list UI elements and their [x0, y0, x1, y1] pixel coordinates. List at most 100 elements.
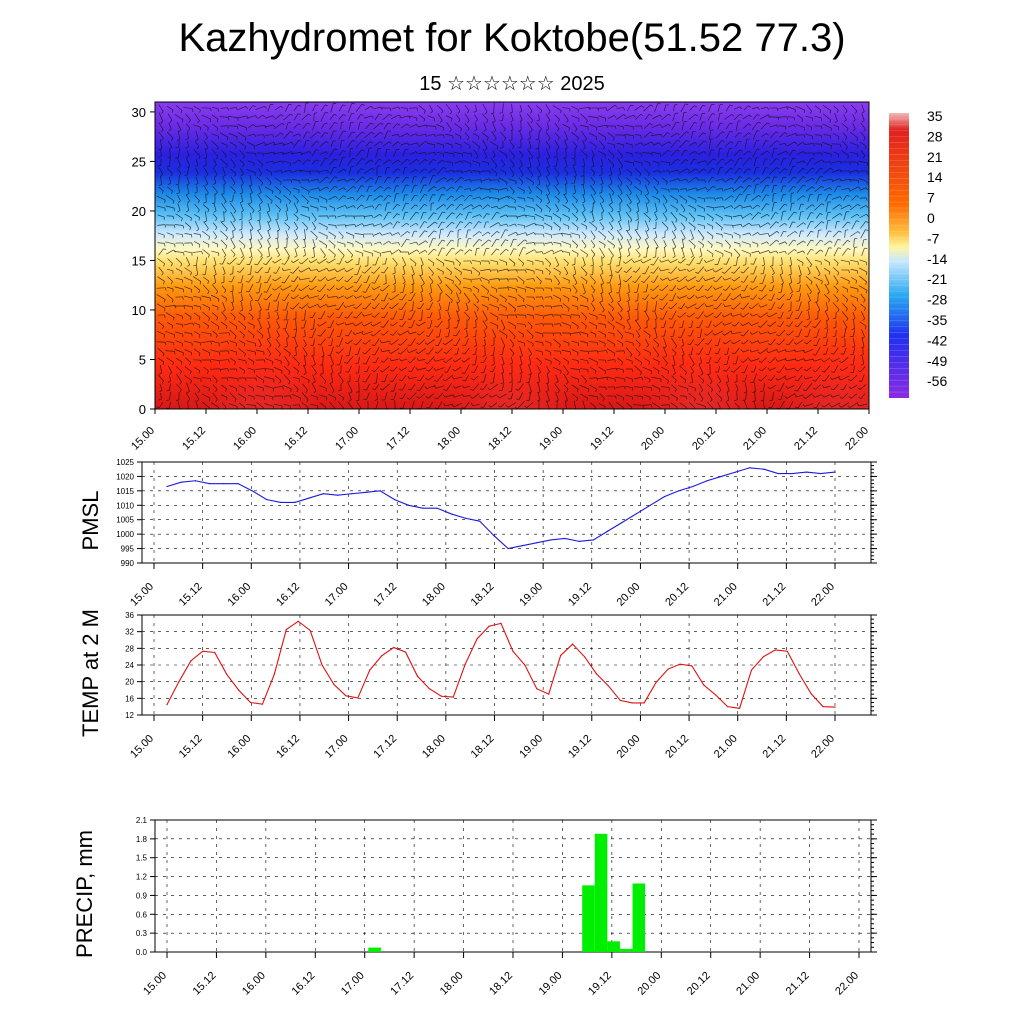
wind-barb-flag: [575, 210, 579, 214]
wind-barb-flag: [742, 264, 746, 266]
wind-barb-flag: [287, 227, 290, 231]
wind-barb: [561, 349, 571, 353]
wind-barb: [642, 258, 652, 264]
wind-barb: [293, 113, 299, 121]
wind-barb: [777, 116, 787, 118]
wind-barb-flag: [407, 360, 411, 363]
wind-barb-flag: [443, 351, 447, 354]
wind-barb: [529, 131, 531, 139]
wind-barb-flag: [343, 130, 347, 133]
wind-barb-flag: [424, 152, 427, 156]
wind-barb: [178, 175, 180, 185]
wind-barb: [796, 258, 804, 264]
wind-barb: [292, 266, 300, 274]
wind-barb: [266, 211, 272, 221]
wind-barb: [538, 139, 540, 149]
wind-barb-flag: [657, 182, 660, 186]
wind-barb: [293, 294, 299, 300]
wind-barb: [834, 221, 838, 229]
wind-barb-flag: [272, 115, 275, 119]
wind-barb-flag: [281, 267, 284, 271]
wind-barb-flag: [612, 192, 615, 196]
wind-barb: [835, 338, 837, 346]
wind-barb: [427, 151, 435, 155]
wind-barb-flag: [354, 224, 357, 228]
wind-barb: [714, 249, 724, 255]
wind-barb-flag: [828, 230, 832, 232]
wind-barb: [823, 240, 831, 246]
wind-barb-flag: [609, 183, 613, 186]
wind-barb-flag: [244, 326, 247, 330]
wind-barb-flag: [281, 160, 284, 164]
wind-barb: [526, 232, 534, 236]
wind-barb: [428, 212, 434, 220]
wind-barb-flag: [263, 263, 267, 266]
wind-barb-flag: [397, 232, 401, 236]
wind-barb: [366, 365, 370, 373]
wind-barb: [309, 205, 319, 209]
wind-barb-flag: [793, 349, 796, 353]
wind-barb: [436, 124, 444, 128]
wind-barb: [682, 320, 684, 328]
wind-barb-flag: [509, 372, 513, 375]
wind-barb-flag: [811, 157, 815, 160]
wind-barb: [481, 295, 489, 299]
wind-barb: [365, 347, 371, 355]
wind-barb: [304, 310, 306, 320]
wind-barb: [842, 294, 848, 300]
wind-barb: [160, 149, 162, 157]
wind-barb-flag: [185, 138, 189, 141]
wind-barb: [246, 349, 256, 353]
wind-barb: [291, 151, 301, 155]
wind-barb-flag: [500, 382, 504, 385]
wind-barb: [409, 376, 417, 380]
wind-barb: [525, 242, 535, 244]
wind-barb-flag: [177, 165, 181, 168]
wind-barb-flag: [482, 355, 486, 357]
wind-barb: [384, 373, 388, 383]
wind-barb: [862, 355, 864, 365]
wind-barb: [508, 149, 516, 157]
wind-barb: [346, 205, 354, 209]
wind-barb-flag: [232, 246, 236, 250]
wind-barb-flag: [516, 215, 518, 219]
wind-barb: [824, 283, 830, 293]
wind-barb: [205, 193, 207, 203]
wind-barb: [186, 149, 190, 157]
wind-barb-flag: [361, 223, 365, 227]
wind-barb-flag: [776, 140, 780, 143]
wind-barb: [759, 250, 769, 254]
wind-barb: [607, 142, 615, 146]
wind-barb-flag: [460, 221, 464, 223]
wind-barb: [355, 176, 363, 184]
wind-barb: [237, 115, 247, 119]
wind-barb-flag: [638, 254, 641, 258]
wind-barb: [634, 229, 642, 239]
wind-barb: [475, 104, 477, 112]
wind-barb-flag: [486, 120, 489, 124]
wind-barb-flag: [784, 222, 788, 226]
wind-barb: [219, 359, 229, 361]
wind-barb: [798, 293, 802, 301]
wind-barb: [615, 321, 625, 327]
wind-barb-flag: [695, 176, 699, 180]
wind-barb-flag: [621, 361, 624, 365]
wind-barb-flag: [470, 170, 473, 174]
wind-barb: [715, 213, 723, 219]
wind-barb: [780, 266, 784, 274]
wind-barb-flag: [514, 308, 517, 312]
wind-barb-flag: [784, 358, 787, 362]
wind-barb-flag: [793, 239, 797, 242]
wind-barb: [320, 112, 326, 122]
wind-barb: [320, 310, 326, 320]
wind-barb-flag: [659, 124, 663, 128]
wind-barb: [724, 114, 732, 120]
wind-barb: [464, 221, 470, 229]
wind-barb: [680, 258, 686, 264]
wind-barb: [517, 205, 525, 209]
wind-barb-flag: [285, 209, 289, 213]
wind-barb: [410, 151, 416, 155]
wind-barb-flag: [613, 137, 615, 141]
wind-barb-flag: [721, 314, 725, 318]
wind-barb: [671, 230, 677, 238]
